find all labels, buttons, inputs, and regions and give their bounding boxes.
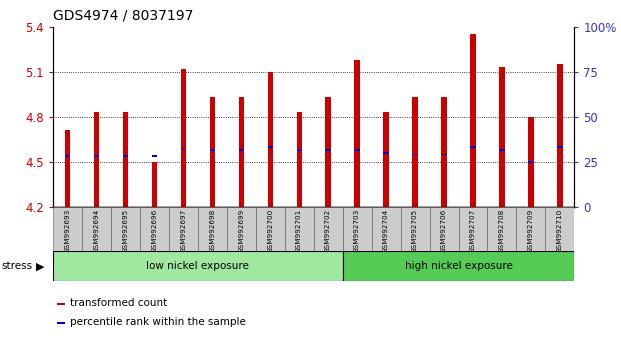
Bar — [122, 112, 128, 207]
Bar — [412, 97, 418, 207]
Bar — [383, 112, 389, 207]
Bar — [227, 207, 256, 251]
Bar — [169, 207, 197, 251]
Bar — [343, 251, 574, 281]
Bar — [343, 207, 371, 251]
Bar — [528, 117, 533, 207]
Bar — [545, 207, 574, 251]
Text: GSM992706: GSM992706 — [441, 209, 447, 253]
Bar — [499, 149, 505, 151]
Text: GSM992707: GSM992707 — [470, 209, 476, 253]
Bar — [458, 207, 487, 251]
Bar — [94, 112, 99, 207]
Text: GSM992704: GSM992704 — [383, 209, 389, 253]
Bar — [470, 34, 476, 207]
Bar — [442, 154, 446, 155]
Text: GSM992697: GSM992697 — [180, 209, 186, 253]
Text: low nickel exposure: low nickel exposure — [147, 261, 249, 272]
Bar — [268, 72, 273, 207]
Bar — [296, 112, 302, 207]
Bar — [152, 155, 157, 157]
Bar — [238, 149, 244, 151]
Bar — [528, 161, 533, 163]
Text: transformed count: transformed count — [70, 298, 167, 308]
Text: GSM992695: GSM992695 — [122, 209, 128, 253]
Bar — [412, 154, 418, 155]
Bar — [94, 155, 99, 157]
Text: GSM992698: GSM992698 — [209, 209, 215, 253]
Text: GSM992708: GSM992708 — [499, 209, 505, 253]
Bar — [430, 207, 458, 251]
Text: GSM992701: GSM992701 — [296, 209, 302, 253]
Bar — [401, 207, 430, 251]
Bar — [355, 149, 360, 151]
Text: GSM992703: GSM992703 — [354, 209, 360, 253]
Text: GSM992694: GSM992694 — [93, 209, 99, 253]
Bar — [111, 207, 140, 251]
Text: GSM992705: GSM992705 — [412, 209, 418, 253]
Bar — [383, 152, 389, 154]
Bar — [296, 149, 302, 151]
Bar — [256, 207, 284, 251]
Bar — [82, 207, 111, 251]
Text: GSM992696: GSM992696 — [152, 209, 157, 253]
Bar — [557, 146, 563, 148]
Text: percentile rank within the sample: percentile rank within the sample — [70, 316, 245, 327]
Bar — [470, 146, 476, 148]
Bar — [209, 149, 215, 151]
Bar — [53, 251, 343, 281]
Bar — [499, 67, 505, 207]
Text: GSM992709: GSM992709 — [528, 209, 534, 253]
Bar — [314, 207, 343, 251]
Bar — [197, 207, 227, 251]
Text: GSM992710: GSM992710 — [557, 209, 563, 253]
Bar — [284, 207, 314, 251]
Bar — [325, 97, 331, 207]
Bar — [209, 97, 215, 207]
Bar — [325, 149, 331, 151]
Bar — [238, 97, 244, 207]
Bar — [517, 207, 545, 251]
Bar — [181, 69, 186, 207]
Bar — [181, 148, 186, 149]
Text: GSM992702: GSM992702 — [325, 209, 331, 253]
Text: GSM992699: GSM992699 — [238, 209, 244, 253]
Bar — [65, 155, 70, 157]
Text: GDS4974 / 8037197: GDS4974 / 8037197 — [53, 9, 193, 23]
Bar — [140, 207, 169, 251]
Bar — [122, 155, 128, 157]
Bar — [57, 303, 65, 305]
Bar — [371, 207, 401, 251]
Text: high nickel exposure: high nickel exposure — [404, 261, 512, 272]
Bar — [355, 60, 360, 207]
Bar — [557, 64, 563, 207]
Bar — [65, 130, 70, 207]
Bar — [57, 322, 65, 324]
Text: GSM992700: GSM992700 — [267, 209, 273, 253]
Bar — [268, 146, 273, 148]
Bar — [487, 207, 517, 251]
Bar — [152, 162, 157, 207]
Text: GSM992693: GSM992693 — [65, 209, 70, 253]
Text: stress: stress — [1, 261, 32, 272]
Bar — [53, 207, 82, 251]
Bar — [442, 97, 446, 207]
Text: ▶: ▶ — [36, 261, 45, 272]
